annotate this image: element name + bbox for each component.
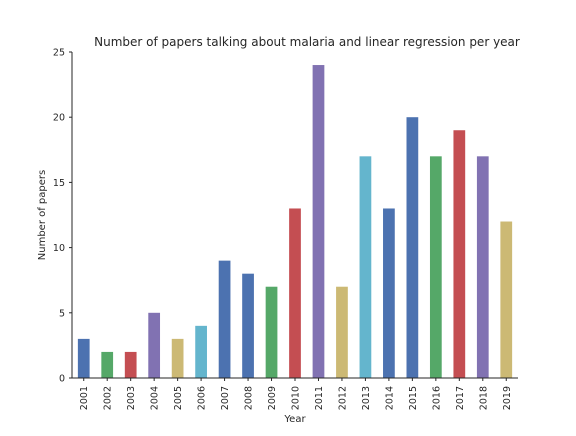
y-tick-label: 25 [53, 48, 65, 59]
y-tick-label: 10 [53, 243, 65, 254]
x-tick-label: 2010 [291, 386, 302, 410]
bar-2006 [195, 325, 207, 378]
x-tick-label: 2004 [150, 386, 161, 410]
bars-layer [77, 65, 513, 378]
bar-2010 [289, 208, 301, 378]
x-tick-label: 2001 [79, 386, 90, 410]
chart-title: Number of papers talking about malaria a… [94, 35, 520, 49]
bar-2001 [77, 338, 90, 378]
x-tick-label: 2007 [220, 386, 231, 410]
x-axis-label: Year [283, 414, 306, 425]
x-tick-label: 2013 [361, 386, 372, 410]
x-tick-label: 2018 [478, 386, 489, 410]
x-tick-label: 2015 [408, 386, 419, 410]
bar-2011 [312, 65, 325, 378]
bar-2002 [101, 351, 114, 378]
x-tick-label: 2017 [455, 386, 466, 410]
x-tick-label: 2009 [267, 386, 278, 410]
x-tick-label: 2012 [337, 386, 348, 410]
bar-2009 [265, 286, 278, 378]
y-tick-label: 0 [59, 374, 65, 385]
y-axis-label: Number of papers [37, 170, 48, 260]
bar-2015 [406, 117, 419, 378]
x-tick-label: 2002 [103, 386, 114, 410]
bar-2014 [383, 208, 395, 378]
bar-2003 [124, 351, 137, 378]
bar-2017 [453, 130, 466, 378]
x-tick-label: 2005 [173, 386, 184, 410]
x-tick-label: 2006 [197, 386, 208, 410]
bar-2008 [242, 273, 254, 378]
x-tick-label: 2019 [502, 386, 513, 410]
x-tick-label: 2014 [384, 386, 395, 410]
bar-2018 [476, 156, 489, 378]
bar-2013 [359, 156, 372, 378]
x-ticks: 2001 2002 2003 2004 2005 2006 2007 2008 2009 2010… [79, 378, 513, 410]
y-tick-label: 5 [59, 308, 65, 319]
bar-2012 [336, 286, 348, 378]
x-tick-label: 2016 [431, 386, 442, 410]
bar-2019 [500, 221, 513, 378]
bar-2005 [171, 338, 184, 378]
x-tick-label: 2008 [244, 386, 255, 410]
x-tick-label: 2003 [126, 386, 137, 410]
y-tick-label: 20 [53, 113, 65, 124]
y-ticks: 0 5 10 15 20 25 [53, 48, 72, 385]
bar-2007 [218, 260, 231, 378]
x-tick-label: 2011 [314, 386, 325, 410]
bar-2016 [429, 156, 442, 378]
bar-2004 [148, 312, 161, 378]
y-tick-label: 15 [53, 178, 65, 189]
